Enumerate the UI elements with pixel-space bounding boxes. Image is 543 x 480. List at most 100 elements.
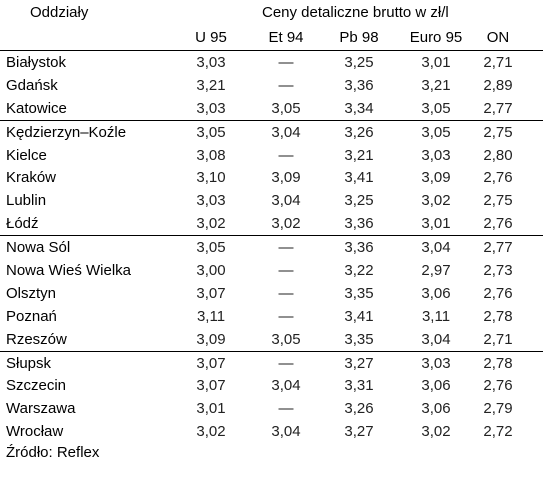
table-row: Wrocław 3,02 3,04 3,27 3,02 2,72 bbox=[0, 420, 543, 443]
price-cell-u95: 3,01 bbox=[196, 400, 226, 418]
price-cell-et94: — bbox=[278, 284, 294, 302]
price-cell-pb98: 3,36 bbox=[344, 76, 374, 94]
branch-name: Wrocław bbox=[6, 423, 64, 441]
price-cell-et94: 3,04 bbox=[271, 423, 301, 441]
price-cell-euro95: 3,05 bbox=[421, 123, 451, 141]
price-cell-euro95: 3,04 bbox=[421, 330, 451, 348]
price-cell-euro95: 3,06 bbox=[421, 377, 451, 395]
branch-name: Szczecin bbox=[6, 377, 67, 395]
table-row: Nowa Sól 3,05 — 3,36 3,04 2,77 bbox=[0, 235, 543, 259]
table-row: Białystok 3,03 — 3,25 3,01 2,71 bbox=[0, 51, 543, 74]
table-body: Białystok 3,03 — 3,25 3,01 2,71 Gdańsk 3,21 — 3,3… bbox=[0, 51, 543, 443]
price-cell-on: 2,89 bbox=[483, 76, 513, 94]
price-cell-pb98: 3,36 bbox=[344, 239, 374, 257]
price-cell-pb98: 3,36 bbox=[344, 215, 374, 233]
table-row: Lublin 3,03 3,04 3,25 3,02 2,75 bbox=[0, 189, 543, 212]
price-cell-et94: 3,09 bbox=[271, 169, 301, 187]
price-cell-u95: 3,03 bbox=[196, 99, 226, 117]
price-cell-euro95: 3,06 bbox=[421, 284, 451, 302]
price-cell-u95: 3,10 bbox=[196, 169, 226, 187]
col-header-et94: Et 94 bbox=[268, 29, 304, 46]
branch-name: Katowice bbox=[6, 99, 67, 117]
price-cell-on: 2,76 bbox=[483, 377, 513, 395]
price-cell-euro95: 3,05 bbox=[421, 99, 451, 117]
price-cell-euro95: 3,02 bbox=[421, 192, 451, 210]
table-row: Szczecin 3,07 3,04 3,31 3,06 2,76 bbox=[0, 374, 543, 397]
table-row: Kielce 3,08 — 3,21 3,03 2,80 bbox=[0, 144, 543, 167]
price-cell-euro95: 3,01 bbox=[421, 215, 451, 233]
price-cell-u95: 3,09 bbox=[196, 330, 226, 348]
price-cell-on: 2,77 bbox=[483, 99, 513, 117]
price-cell-on: 2,73 bbox=[483, 262, 513, 280]
price-cell-pb98: 3,26 bbox=[344, 123, 374, 141]
branch-name: Olsztyn bbox=[6, 284, 57, 302]
price-cell-on: 2,71 bbox=[483, 330, 513, 348]
price-cell-on: 2,78 bbox=[483, 307, 513, 325]
price-cell-et94: 3,05 bbox=[271, 330, 301, 348]
branch-name: Kędzierzyn–Koźle bbox=[6, 123, 127, 141]
price-cell-pb98: 3,35 bbox=[344, 284, 374, 302]
price-cell-pb98: 3,25 bbox=[344, 54, 374, 71]
price-cell-et94: 3,04 bbox=[271, 123, 301, 141]
price-cell-on: 2,75 bbox=[483, 123, 513, 141]
price-cell-on: 2,77 bbox=[483, 239, 513, 257]
price-cell-euro95: 2,97 bbox=[421, 262, 451, 280]
branch-name: Lublin bbox=[6, 192, 47, 210]
table-header-columns: U 95 Et 94 Pb 98 Euro 95 ON bbox=[0, 26, 543, 51]
table-row: Słupsk 3,07 — 3,27 3,03 2,78 bbox=[0, 350, 543, 375]
price-cell-euro95: 3,21 bbox=[421, 76, 451, 94]
price-cell-on: 2,79 bbox=[483, 400, 513, 418]
table-row: Rzeszów 3,09 3,05 3,35 3,04 2,71 bbox=[0, 328, 543, 351]
price-cell-euro95: 3,09 bbox=[421, 169, 451, 187]
price-cell-u95: 3,03 bbox=[196, 192, 226, 210]
price-cell-on: 2,76 bbox=[483, 215, 513, 233]
price-cell-euro95: 3,03 bbox=[421, 146, 451, 164]
price-cell-et94: — bbox=[278, 307, 294, 325]
price-cell-euro95: 3,11 bbox=[421, 307, 451, 325]
branch-name: Kielce bbox=[6, 146, 47, 164]
price-cell-pb98: 3,31 bbox=[344, 377, 374, 395]
branch-name: Rzeszów bbox=[6, 330, 67, 348]
price-cell-pb98: 3,27 bbox=[344, 354, 374, 372]
price-cell-on: 2,76 bbox=[483, 284, 513, 302]
branch-name: Białystok bbox=[6, 54, 67, 71]
table-row: Łódź 3,02 3,02 3,36 3,01 2,76 bbox=[0, 212, 543, 235]
price-cell-u95: 3,21 bbox=[196, 76, 226, 94]
price-cell-et94: — bbox=[278, 262, 294, 280]
col-header-euro95: Euro 95 bbox=[409, 29, 463, 46]
table-header-top: Oddziały Ceny detaliczne brutto w zł/l bbox=[0, 0, 543, 26]
price-cell-et94: — bbox=[278, 354, 294, 372]
col-header-on: ON bbox=[486, 29, 510, 46]
price-cell-u95: 3,03 bbox=[196, 54, 226, 71]
price-cell-et94: 3,04 bbox=[271, 377, 301, 395]
branch-name: Warszawa bbox=[6, 400, 76, 418]
price-cell-u95: 3,07 bbox=[196, 354, 226, 372]
price-cell-et94: — bbox=[278, 76, 294, 94]
branch-name: Nowa Sól bbox=[6, 239, 71, 257]
table-row: Poznań 3,11 — 3,41 3,11 2,78 bbox=[0, 305, 543, 328]
table-row: Warszawa 3,01 — 3,26 3,06 2,79 bbox=[0, 397, 543, 420]
table-row: Katowice 3,03 3,05 3,34 3,05 2,77 bbox=[0, 97, 543, 120]
prices-group-header: Ceny detaliczne brutto w zł/l bbox=[262, 4, 449, 21]
col-header-pb98: Pb 98 bbox=[339, 29, 379, 46]
price-cell-euro95: 3,04 bbox=[421, 239, 451, 257]
branch-name: Kraków bbox=[6, 169, 57, 187]
price-cell-et94: 3,02 bbox=[271, 215, 301, 233]
price-cell-et94: — bbox=[278, 239, 294, 257]
table-row: Kędzierzyn–Koźle 3,05 3,04 3,26 3,05 2,75 bbox=[0, 119, 543, 144]
price-cell-on: 2,78 bbox=[483, 354, 513, 372]
col-header-u95: U 95 bbox=[195, 29, 227, 46]
price-cell-pb98: 3,22 bbox=[344, 262, 374, 280]
price-cell-pb98: 3,41 bbox=[344, 169, 374, 187]
price-cell-et94: 3,04 bbox=[271, 192, 301, 210]
price-cell-pb98: 3,26 bbox=[344, 400, 374, 418]
price-cell-pb98: 3,35 bbox=[344, 330, 374, 348]
price-cell-euro95: 3,02 bbox=[421, 423, 451, 441]
price-cell-et94: — bbox=[278, 146, 294, 164]
price-cell-et94: — bbox=[278, 400, 294, 418]
price-cell-et94: — bbox=[278, 54, 294, 71]
price-cell-euro95: 3,01 bbox=[421, 54, 451, 71]
price-cell-u95: 3,02 bbox=[196, 423, 226, 441]
branch-name: Łódź bbox=[6, 215, 39, 233]
price-cell-on: 2,75 bbox=[483, 192, 513, 210]
